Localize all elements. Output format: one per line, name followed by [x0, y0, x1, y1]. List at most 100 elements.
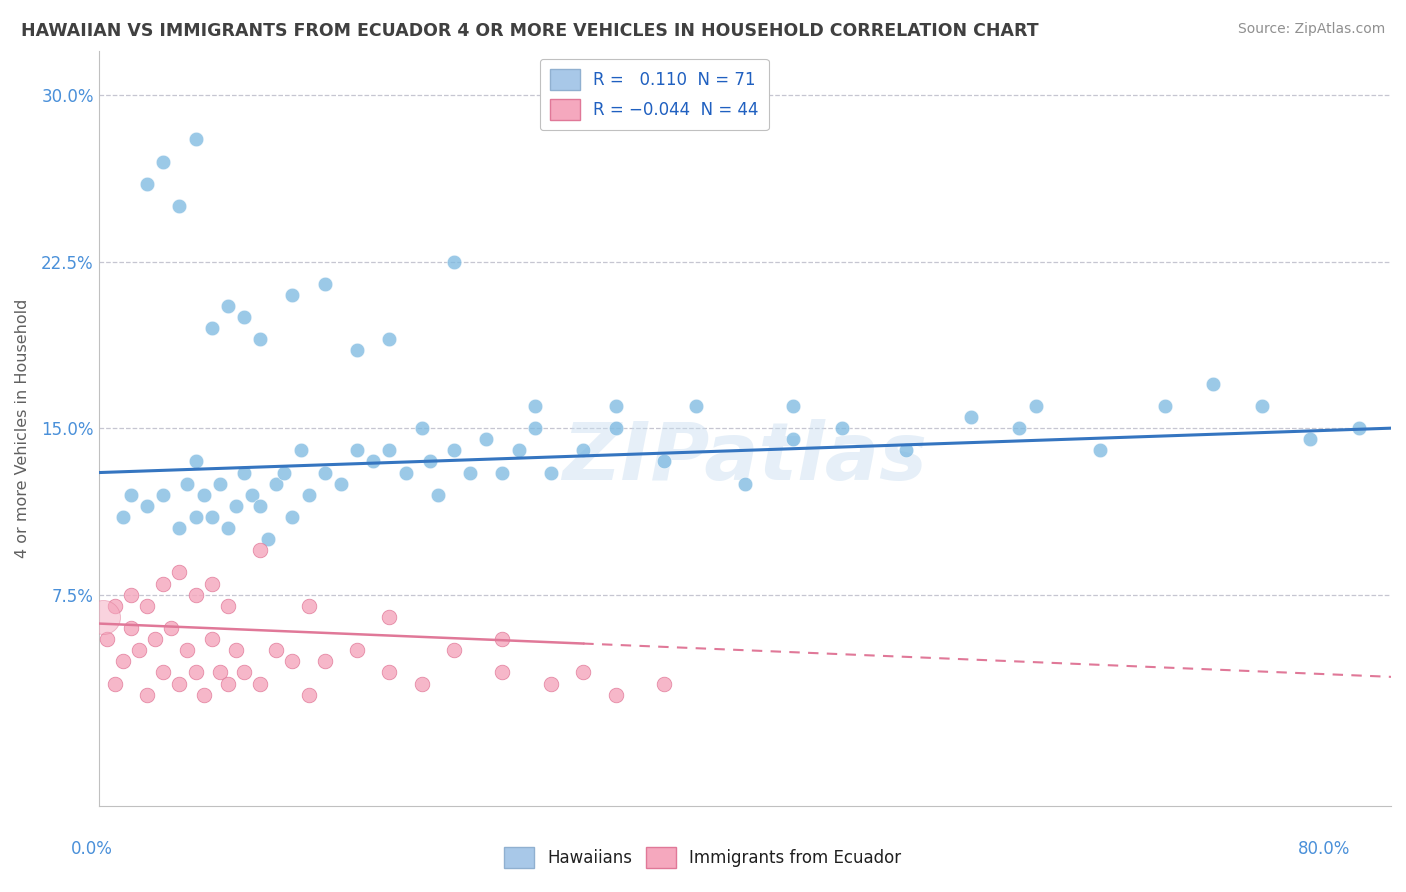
- Point: [193, 488, 215, 502]
- Point: [193, 688, 215, 702]
- Point: [297, 688, 319, 702]
- Point: [491, 632, 513, 646]
- Point: [443, 254, 465, 268]
- Text: HAWAIIAN VS IMMIGRANTS FROM ECUADOR 4 OR MORE VEHICLES IN HOUSEHOLD CORRELATION : HAWAIIAN VS IMMIGRANTS FROM ECUADOR 4 OR…: [21, 22, 1039, 40]
- Point: [572, 665, 595, 680]
- Point: [233, 665, 256, 680]
- Point: [652, 676, 675, 690]
- Point: [266, 643, 288, 657]
- Point: [378, 665, 401, 680]
- Point: [208, 476, 231, 491]
- Point: [93, 610, 115, 624]
- Point: [1347, 421, 1369, 435]
- Point: [475, 432, 498, 446]
- Point: [152, 665, 174, 680]
- Point: [96, 632, 118, 646]
- Point: [297, 599, 319, 613]
- Point: [411, 676, 433, 690]
- Point: [508, 443, 530, 458]
- Point: [184, 132, 207, 146]
- Point: [1250, 399, 1272, 413]
- Point: [782, 432, 804, 446]
- Point: [217, 599, 239, 613]
- Point: [176, 476, 198, 491]
- Point: [831, 421, 853, 435]
- Point: [960, 410, 983, 425]
- Point: [346, 643, 368, 657]
- Point: [201, 321, 224, 335]
- Point: [104, 676, 127, 690]
- Point: [329, 476, 352, 491]
- Point: [152, 488, 174, 502]
- Point: [249, 332, 271, 346]
- Point: [314, 654, 336, 668]
- Point: [361, 454, 384, 468]
- Point: [458, 466, 481, 480]
- Point: [233, 310, 256, 325]
- Point: [523, 421, 546, 435]
- Point: [111, 654, 134, 668]
- Point: [152, 154, 174, 169]
- Point: [1202, 376, 1225, 391]
- Point: [1299, 432, 1322, 446]
- Point: [257, 532, 280, 546]
- Point: [176, 643, 198, 657]
- Point: [1090, 443, 1112, 458]
- Point: [120, 588, 142, 602]
- Point: [201, 510, 224, 524]
- Point: [120, 488, 142, 502]
- Point: [136, 599, 159, 613]
- Point: [128, 643, 150, 657]
- Point: [249, 543, 271, 558]
- Point: [233, 466, 256, 480]
- Point: [378, 610, 401, 624]
- Point: [605, 399, 627, 413]
- Text: 80.0%: 80.0%: [1298, 840, 1351, 858]
- Text: ZIPatlas: ZIPatlas: [562, 419, 928, 498]
- Point: [169, 199, 191, 213]
- Point: [143, 632, 166, 646]
- Point: [136, 688, 159, 702]
- Point: [426, 488, 449, 502]
- Point: [491, 665, 513, 680]
- Point: [201, 576, 224, 591]
- Point: [652, 454, 675, 468]
- Point: [169, 521, 191, 535]
- Point: [782, 399, 804, 413]
- Point: [104, 599, 127, 613]
- Point: [1153, 399, 1175, 413]
- Point: [419, 454, 441, 468]
- Point: [111, 510, 134, 524]
- Point: [169, 676, 191, 690]
- Point: [169, 566, 191, 580]
- Point: [572, 443, 595, 458]
- Point: [540, 676, 562, 690]
- Point: [266, 476, 288, 491]
- Point: [314, 466, 336, 480]
- Point: [1008, 421, 1031, 435]
- Point: [346, 443, 368, 458]
- Point: [249, 676, 271, 690]
- Point: [184, 454, 207, 468]
- Point: [378, 443, 401, 458]
- Legend: R =   0.110  N = 71, R = −0.044  N = 44: R = 0.110 N = 71, R = −0.044 N = 44: [540, 59, 769, 130]
- Point: [184, 510, 207, 524]
- Point: [443, 643, 465, 657]
- Point: [290, 443, 312, 458]
- Point: [201, 632, 224, 646]
- Point: [273, 466, 295, 480]
- Point: [346, 343, 368, 358]
- Point: [152, 576, 174, 591]
- Point: [217, 299, 239, 313]
- Point: [249, 499, 271, 513]
- Point: [491, 466, 513, 480]
- Legend: Hawaiians, Immigrants from Ecuador: Hawaiians, Immigrants from Ecuador: [498, 840, 908, 875]
- Point: [208, 665, 231, 680]
- Point: [394, 466, 416, 480]
- Point: [225, 643, 247, 657]
- Point: [734, 476, 756, 491]
- Point: [120, 621, 142, 635]
- Point: [225, 499, 247, 513]
- Point: [281, 654, 304, 668]
- Point: [184, 588, 207, 602]
